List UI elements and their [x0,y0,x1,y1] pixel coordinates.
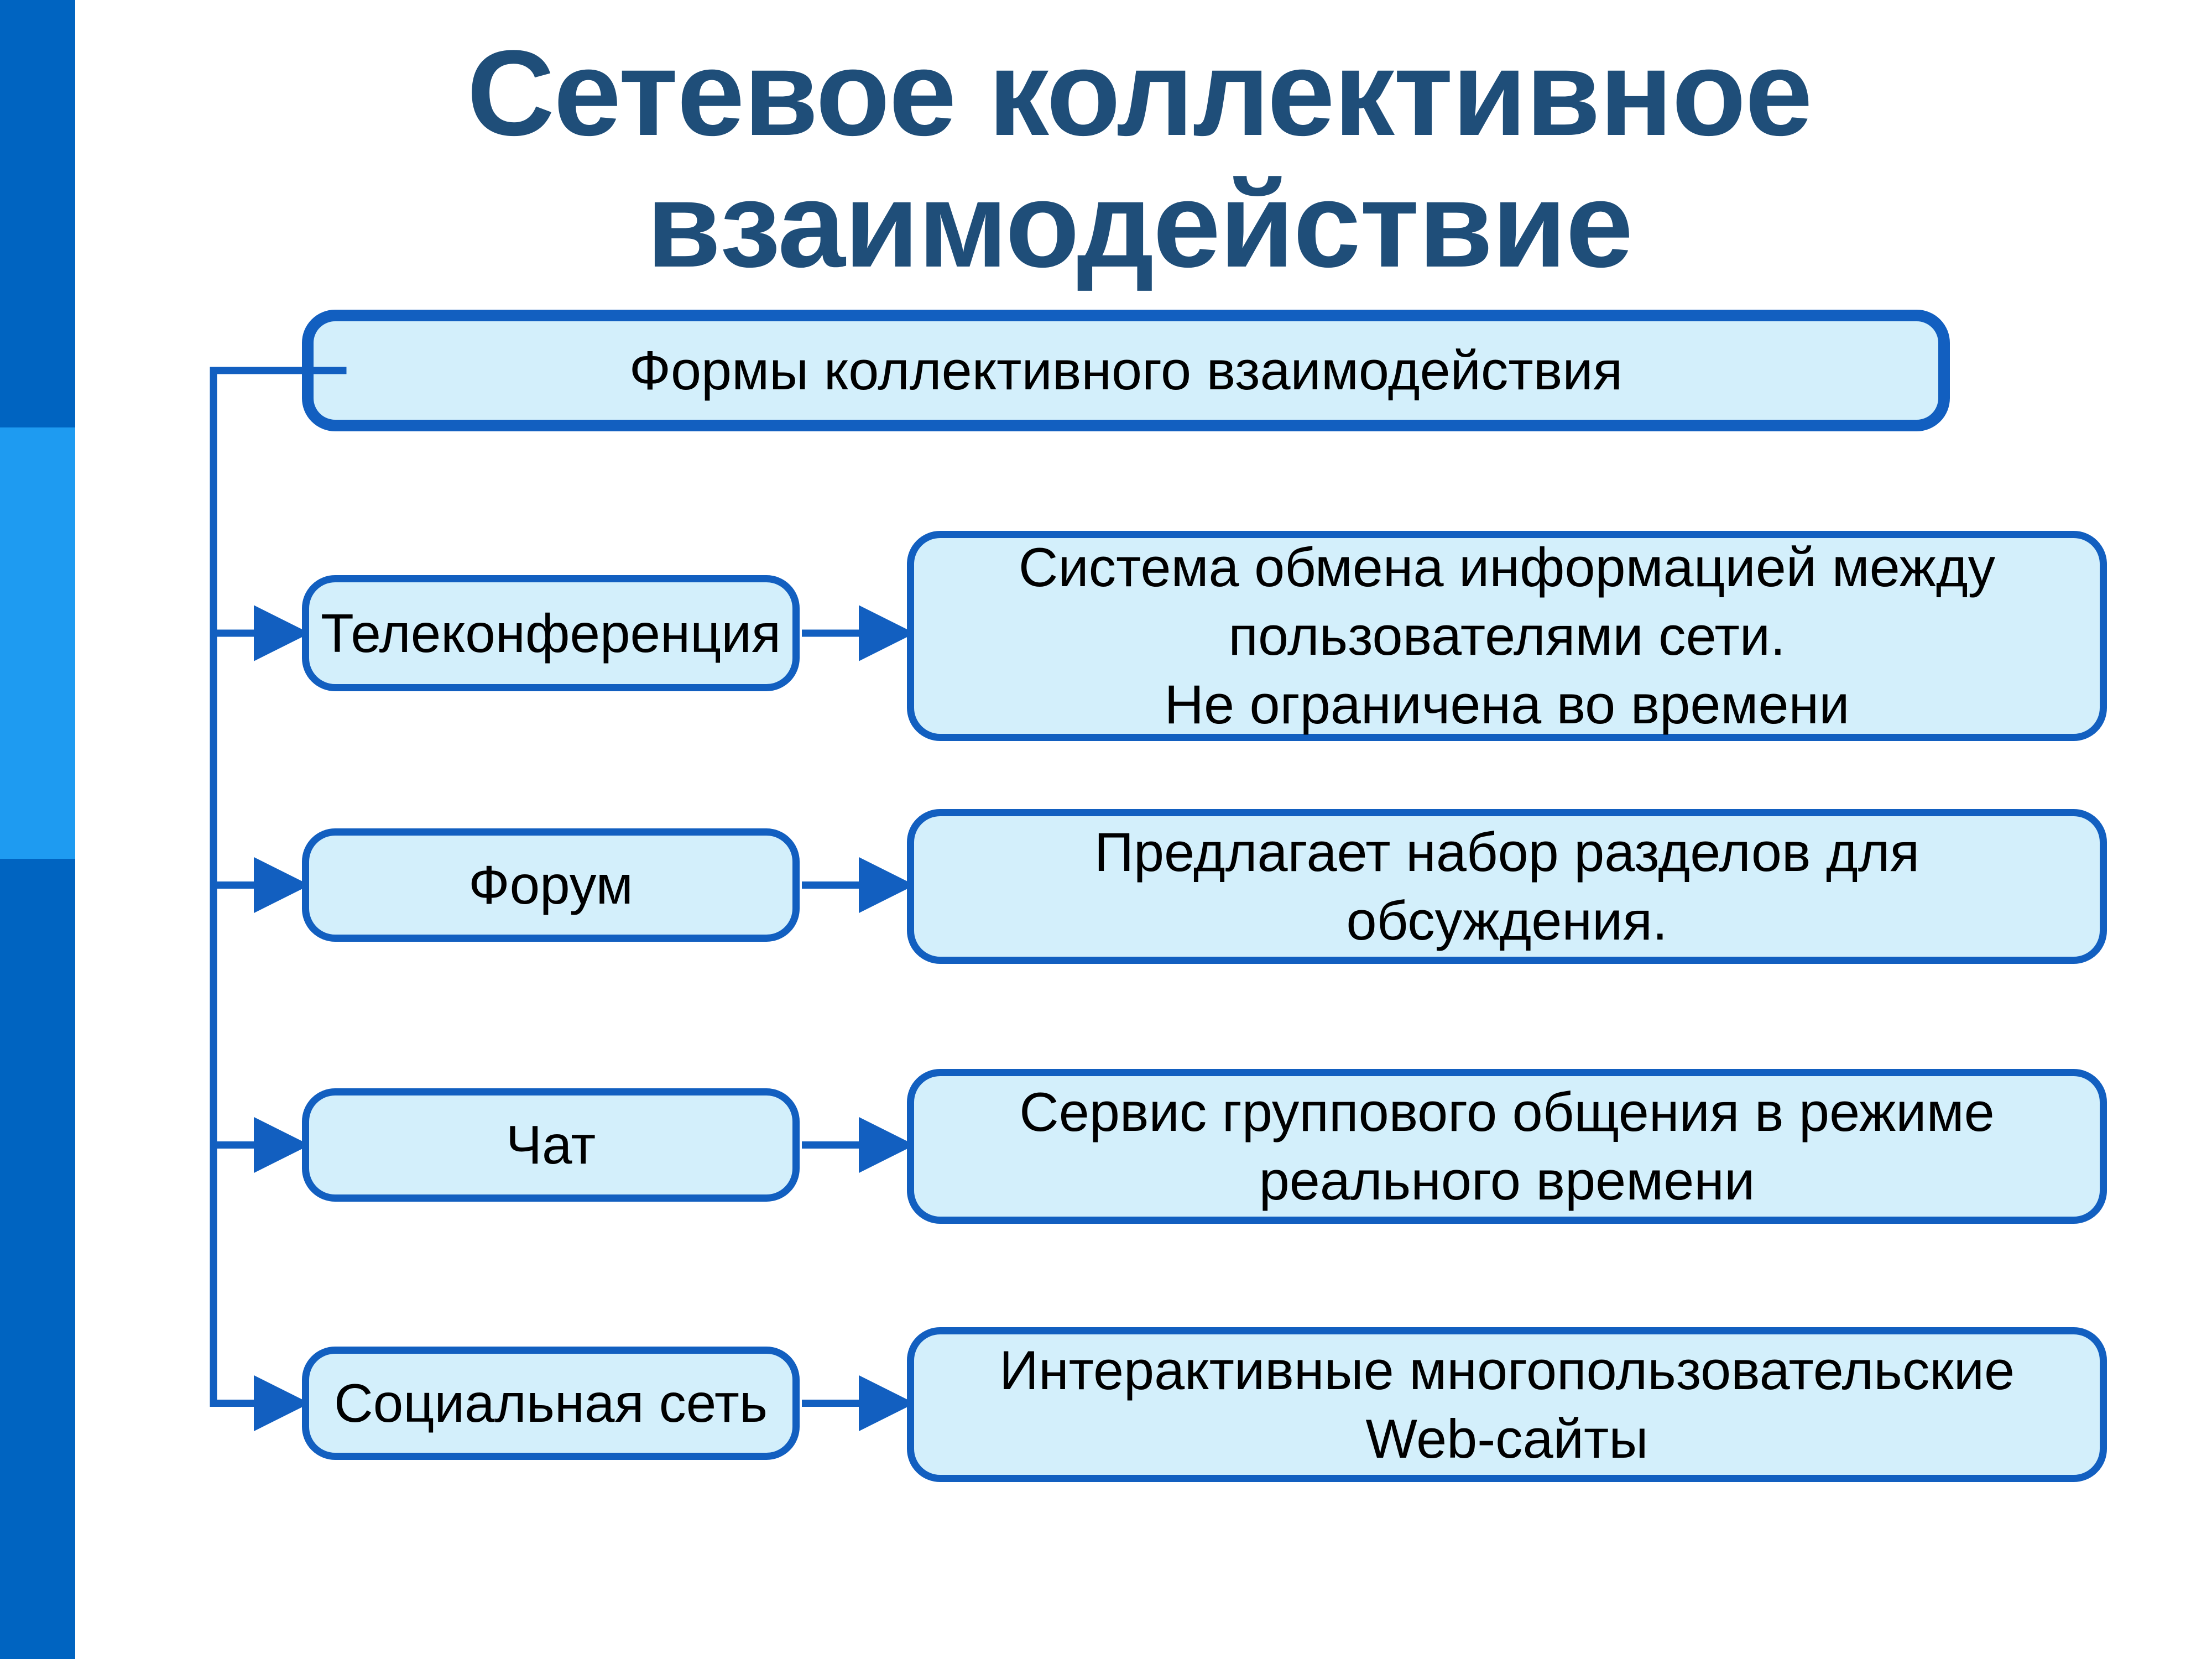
desc-text-1: Предлагает набор разделов для обсуждения… [931,818,2083,955]
label-box-1: Форум [302,828,800,942]
label-text-3: Социальная сеть [334,1369,768,1437]
side-strip-light [0,427,75,859]
label-box-3: Социальная сеть [302,1347,800,1460]
label-box-2: Чат [302,1088,800,1202]
label-text-1: Форум [468,851,633,919]
root-box: Формы коллективного взаимодействия [302,310,1950,431]
label-text-0: Телеконференция [321,599,781,667]
desc-box-0: Система обмена информацией между пользов… [907,531,2107,741]
desc-text-3: Интерактивные многопользовательские Web-… [931,1336,2083,1473]
label-text-2: Чат [506,1111,596,1179]
desc-box-2: Сервис группового общения в режиме реаль… [907,1069,2107,1224]
desc-text-2: Сервис группового общения в режиме реаль… [931,1078,2083,1215]
desc-box-3: Интерактивные многопользовательские Web-… [907,1327,2107,1482]
label-box-0: Телеконференция [302,575,800,691]
desc-text-0: Система обмена информацией между пользов… [931,533,2083,738]
desc-box-1: Предлагает набор разделов для обсуждения… [907,809,2107,964]
slide-title: Сетевое коллективное взаимодействие [144,28,2135,290]
